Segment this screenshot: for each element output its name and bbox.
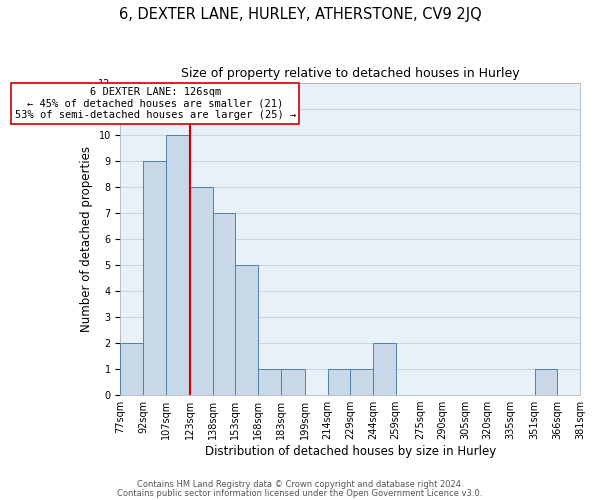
Bar [143, 161, 166, 394]
Text: 6, DEXTER LANE, HURLEY, ATHERSTONE, CV9 2JQ: 6, DEXTER LANE, HURLEY, ATHERSTONE, CV9 … [119, 8, 481, 22]
Bar [281, 368, 305, 394]
Bar [328, 368, 350, 394]
Bar [166, 135, 190, 394]
Text: Contains public sector information licensed under the Open Government Licence v3: Contains public sector information licen… [118, 488, 482, 498]
Title: Size of property relative to detached houses in Hurley: Size of property relative to detached ho… [181, 68, 520, 80]
Y-axis label: Number of detached properties: Number of detached properties [80, 146, 93, 332]
Bar [535, 368, 557, 394]
Bar [258, 368, 281, 394]
Bar [121, 342, 143, 394]
Text: Contains HM Land Registry data © Crown copyright and database right 2024.: Contains HM Land Registry data © Crown c… [137, 480, 463, 489]
Bar [373, 342, 395, 394]
X-axis label: Distribution of detached houses by size in Hurley: Distribution of detached houses by size … [205, 444, 496, 458]
Bar [350, 368, 373, 394]
Bar [190, 187, 212, 394]
Bar [212, 213, 235, 394]
Text: 6 DEXTER LANE: 126sqm
← 45% of detached houses are smaller (21)
53% of semi-deta: 6 DEXTER LANE: 126sqm ← 45% of detached … [14, 87, 296, 120]
Bar [235, 265, 258, 394]
